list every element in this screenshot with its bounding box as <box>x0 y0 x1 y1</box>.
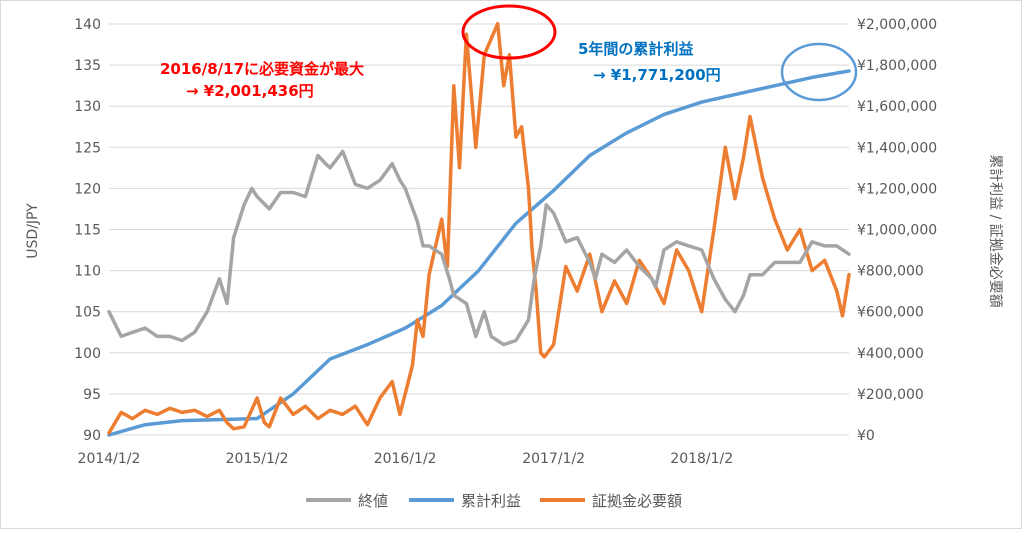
legend-label-close: 終値 <box>358 492 388 510</box>
right-tick-label: ¥1,600,000 <box>857 99 937 115</box>
x-tick-label: 2018/1/2 <box>670 451 733 467</box>
left-tick-label: 105 <box>74 305 101 321</box>
left-tick-label: 120 <box>74 181 101 197</box>
right-tick-label: ¥200,000 <box>857 387 924 403</box>
x-tick-label: 2014/1/2 <box>78 451 141 467</box>
legend-label-profit: 累計利益 <box>461 492 521 510</box>
right-tick-label: ¥1,800,000 <box>857 58 937 74</box>
left-tick-label: 95 <box>83 387 101 403</box>
x-tick-label: 2017/1/2 <box>522 451 585 467</box>
left-tick-label: 125 <box>74 140 101 156</box>
left-tick-label: 140 <box>74 17 101 33</box>
right-tick-label: ¥800,000 <box>857 264 924 280</box>
left-tick-label: 130 <box>74 99 101 115</box>
x-tick-label: 2016/1/2 <box>374 451 437 467</box>
legend-label-margin: 証拠金必要額 <box>592 492 682 510</box>
annotation-profit-line1: 5年間の累計利益 <box>578 40 693 58</box>
right-axis-title: 累計利益 / 証拠金必要額 <box>987 154 1003 308</box>
right-tick-label: ¥2,000,000 <box>857 17 937 33</box>
x-tick-label: 2015/1/2 <box>226 451 289 467</box>
left-axis-title: USD/JPY <box>25 203 41 259</box>
annotation-peak-line2: → ¥2,001,436円 <box>186 82 314 100</box>
right-axis-ticks: ¥0 ¥200,000 ¥400,000 ¥600,000 ¥800,000 ¥1,000… <box>857 17 937 444</box>
right-tick-label: ¥400,000 <box>857 346 924 362</box>
annotation-peak-line1: 2016/8/17に必要資金が最大 <box>160 60 364 78</box>
left-tick-label: 135 <box>74 58 101 74</box>
peak-highlight-circle <box>463 6 555 58</box>
right-tick-label: ¥1,200,000 <box>857 181 937 197</box>
left-tick-label: 100 <box>74 346 101 362</box>
legend: 終値 累計利益 証拠金必要額 <box>306 492 682 510</box>
right-tick-label: ¥0 <box>857 428 875 444</box>
annotation-profit-line2: → ¥1,771,200円 <box>593 66 721 84</box>
x-axis-ticks: 2014/1/2 2015/1/2 2016/1/2 2017/1/2 2018/1/2 <box>78 451 734 467</box>
left-axis-ticks: 90 95 100 105 110 115 120 125 130 135 140 <box>74 17 101 444</box>
left-tick-label: 90 <box>83 428 101 444</box>
left-tick-label: 115 <box>74 223 101 239</box>
right-tick-label: ¥1,000,000 <box>857 223 937 239</box>
left-tick-label: 110 <box>74 264 101 280</box>
right-tick-label: ¥600,000 <box>857 305 924 321</box>
right-tick-label: ¥1,400,000 <box>857 140 937 156</box>
